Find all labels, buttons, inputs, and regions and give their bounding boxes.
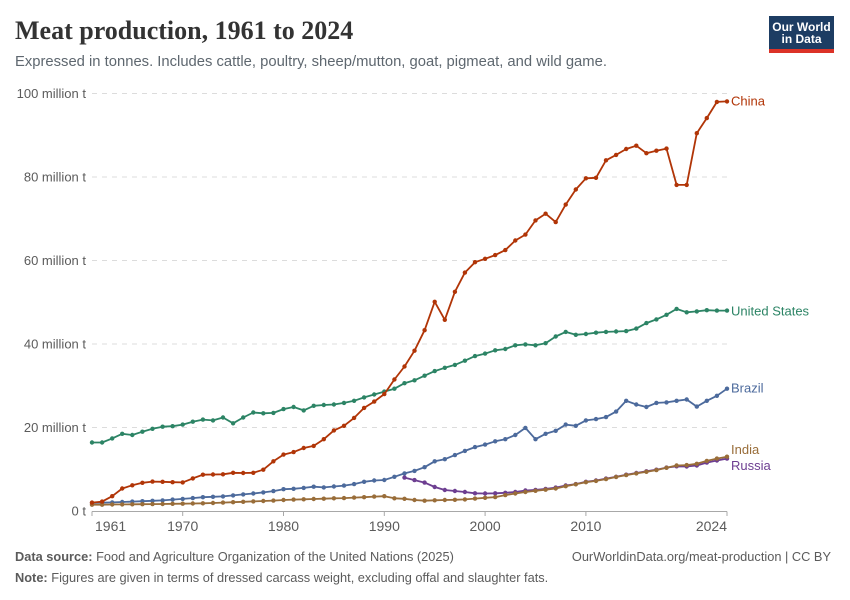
svg-text:100 million t: 100 million t	[17, 86, 87, 101]
svg-text:Brazil: Brazil	[731, 381, 764, 396]
svg-text:1980: 1980	[268, 518, 299, 534]
svg-text:United States: United States	[731, 304, 810, 319]
svg-text:1970: 1970	[167, 518, 198, 534]
svg-text:1961: 1961	[95, 518, 126, 534]
svg-text:2024: 2024	[696, 518, 727, 534]
svg-text:80 million t: 80 million t	[24, 170, 87, 185]
svg-text:China: China	[731, 94, 766, 109]
svg-text:60 million t: 60 million t	[24, 253, 87, 268]
svg-text:2010: 2010	[570, 518, 601, 534]
svg-text:Russia: Russia	[731, 458, 772, 473]
svg-text:1990: 1990	[369, 518, 400, 534]
svg-text:20 million t: 20 million t	[24, 420, 87, 435]
svg-text:2000: 2000	[470, 518, 501, 534]
svg-text:0 t: 0 t	[72, 504, 87, 519]
svg-text:40 million t: 40 million t	[24, 337, 87, 352]
svg-text:India: India	[731, 442, 760, 457]
